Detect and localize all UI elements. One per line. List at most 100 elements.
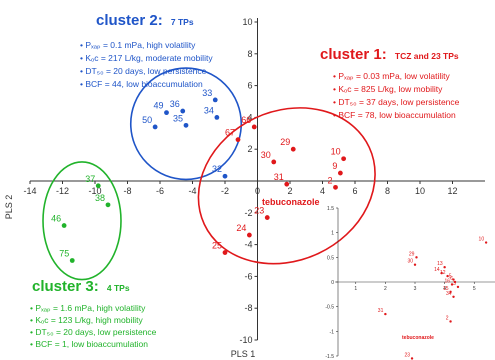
cluster1-point-label-31: 31: [274, 172, 284, 182]
cluster1-point-label-10: 10: [331, 147, 341, 157]
x-tick-label: 0: [255, 186, 260, 196]
cluster2-point-35: [183, 122, 189, 128]
cluster2-text-block: cluster 2: 7 TPs • Pₓₐₚ = 0.1 mPa, high …: [80, 12, 213, 89]
inset-point-label-15: 15: [443, 286, 449, 292]
cluster1-point-67: [235, 137, 241, 143]
y-tick-label: -8: [244, 303, 252, 313]
y-tick-label: 8: [247, 49, 252, 59]
cluster3-subtitle: 4 TPs: [107, 283, 130, 293]
cluster3-title: cluster 3:: [32, 278, 99, 295]
cluster2-point-49: [164, 110, 169, 116]
cluster2-point-32: [222, 173, 228, 179]
cluster1-point-label-66: 66: [241, 115, 251, 125]
cluster2-point-50: [152, 124, 158, 130]
y-tick-label: 2: [247, 144, 252, 154]
inset-point-5: [452, 278, 455, 281]
inset-point-13: [443, 266, 446, 269]
cluster2-line-3: • DT₅₀ = 20 days, low persistence: [80, 66, 207, 76]
inset-x-tick-label: 2: [384, 286, 387, 292]
inset-point-15: [449, 290, 452, 294]
cluster1-point-label-67: 67: [225, 128, 235, 138]
x-tick-label: 6: [352, 186, 357, 196]
x-tick-label: -4: [188, 186, 196, 196]
inset-point-label-5: 5: [449, 274, 452, 280]
cluster1-line-4: • BCF = 78, low bioaccumulation: [333, 110, 456, 120]
y-tick-label: 10: [242, 17, 252, 27]
y-tick-label: -6: [244, 271, 252, 281]
y-axis-label: PLS 2: [4, 195, 14, 220]
inset-x-tick-label: 5: [473, 286, 476, 292]
cluster3-point-label-38: 38: [95, 193, 105, 203]
svg-text:cluster 1: TCZ and 23: cluster 1: TCZ and 23 TPs: [320, 46, 459, 63]
svg-text:cluster 3: 4 TPs: cluster 3: 4 TPs: [32, 278, 130, 295]
cluster2-point-label-34: 34: [204, 105, 214, 115]
cluster1-point-label-29: 29: [280, 137, 290, 147]
cluster1-line-2: • Kₒc = 825 L/kg, low mobility: [333, 84, 443, 94]
cluster1-ellipse: [197, 107, 376, 265]
cluster2-line-4: • BCF = 44, low bioaccumulation: [80, 79, 203, 89]
cluster3-point-75: [69, 258, 75, 263]
inset-point-label-16: 16: [444, 278, 450, 284]
inset-x-tick-label: 1: [354, 286, 357, 292]
x-tick-label: 2: [287, 186, 292, 196]
x-tick-label: 10: [415, 186, 425, 196]
x-tick-label: -6: [156, 186, 164, 196]
axes-group: -14 -12 -10 -8 -6 -4 -2 0 2 4 6 8 10 12108642-2-4-6-8…: [23, 17, 485, 345]
inset-y-tick-label: -1: [330, 329, 335, 335]
cluster1-point-2: [333, 184, 338, 190]
inset-point-label-31: 31: [378, 308, 384, 314]
cluster1-point-label-2: 2: [327, 175, 332, 185]
svg-text:cluster 2: 7 TPs: cluster 2: 7 TPs: [96, 12, 194, 29]
cluster1-point-label-24: 24: [236, 223, 246, 233]
inset-y-tick-label: -1.5: [325, 354, 334, 360]
x-tick-label: -8: [123, 186, 131, 196]
cluster2-point-34: [214, 115, 220, 120]
inset-y-tick-label: 1.5: [327, 206, 334, 212]
y-tick-label: -10: [239, 335, 252, 345]
tebuconazole-annotation: tebuconazole: [262, 197, 320, 207]
inset-point-label-13: 13: [437, 261, 443, 267]
inset-point-30: [413, 263, 417, 266]
inset-point-label-34: 34: [446, 291, 452, 297]
cluster2-line-2: • Kₒc = 217 L/kg, moderate mobility: [80, 53, 213, 63]
cluster1-point-9: [337, 170, 343, 176]
cluster2-point-label-36: 36: [170, 99, 180, 109]
inset-y-tick-label: -0.5: [325, 305, 334, 311]
cluster2-point-label-50: 50: [142, 115, 152, 125]
y-tick-label: -4: [244, 240, 252, 250]
cluster2-subtitle: 7 TPs: [171, 17, 194, 27]
cluster3-line-1: • Pₓₐₚ = 1.6 mPa, high volatility: [30, 303, 146, 313]
cluster1-point-label-30: 30: [261, 150, 271, 160]
cluster1-subtitle: TCZ and 23 TPs: [395, 51, 459, 61]
inset-x-tick-label: 4: [443, 286, 446, 292]
inset-point-2: [449, 320, 452, 323]
cluster1-point-66: [251, 124, 257, 130]
inset-point-31: [384, 312, 387, 316]
inset-point-14: [440, 271, 443, 275]
cluster3-line-3: • DT₅₀ = 20 days, low persistence: [30, 327, 157, 337]
cluster1-text-block: cluster 1: TCZ and 23 TPs • Pₓₐₚ = 0.03 …: [320, 46, 460, 120]
x-tick-label: 4: [320, 186, 325, 196]
cluster3-line-4: • BCF = 1, low bioaccumulation: [30, 339, 148, 349]
cluster3-point-label-75: 75: [59, 249, 69, 259]
cluster1-point-30: [271, 159, 277, 165]
cluster1-point-25: [222, 250, 228, 255]
inset-y-tick-label: 0.5: [327, 255, 334, 261]
cluster3-line-2: • Kₒc = 123 L/kg, high mobility: [30, 315, 143, 325]
x-tick-label: -2: [221, 186, 229, 196]
cluster3-ellipse: [42, 161, 122, 281]
cluster2-point-label-35: 35: [173, 113, 183, 123]
x-tick-label: -14: [23, 186, 36, 196]
x-tick-label: -10: [88, 186, 101, 196]
x-axis-label: PLS 1: [231, 349, 256, 359]
cluster3-point-label-37: 37: [85, 174, 95, 184]
inset-point-label-14: 14: [434, 267, 440, 273]
inset-x-tick-label: 3: [414, 286, 417, 292]
cluster1-point-label-25: 25: [212, 241, 222, 251]
cluster1-point-label-23: 23: [254, 206, 264, 216]
inset-tebuconazole-annotation: tebuconazole: [402, 335, 434, 341]
y-tick-label: 4: [247, 112, 252, 122]
cluster2-point-36: [180, 108, 186, 114]
